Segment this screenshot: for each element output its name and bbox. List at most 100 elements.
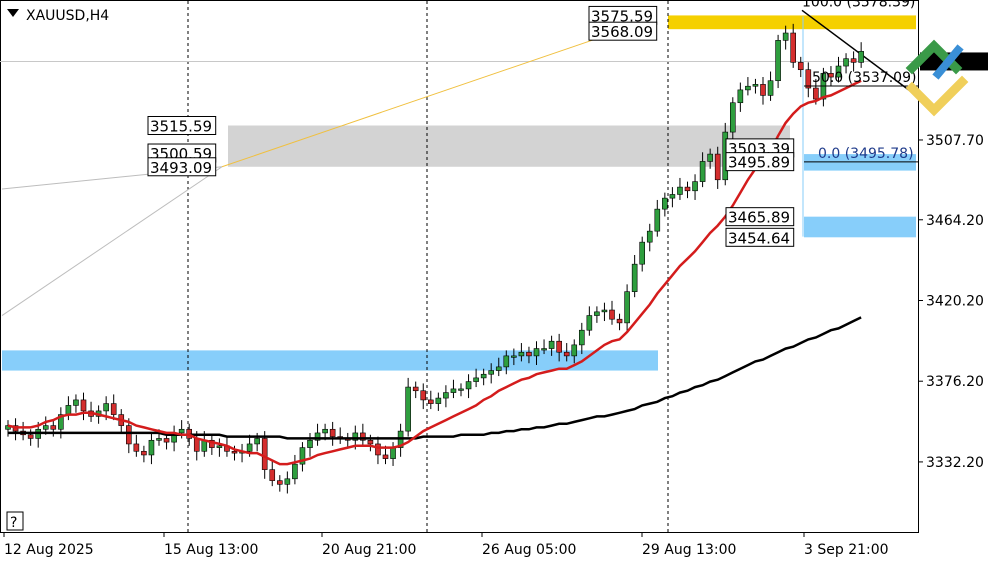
candle-body [835,65,842,78]
candle-body [624,291,630,324]
candle-body [631,263,638,292]
candle [714,146,721,189]
candle [631,254,638,298]
candle [20,421,26,441]
candle [646,223,653,252]
collapse-triangle-icon[interactable] [7,9,19,17]
candle-body [276,480,283,485]
candle [427,390,434,410]
candle [276,475,283,492]
candle-body [790,32,797,63]
candle-body [586,315,593,331]
level-box [588,21,658,41]
level-label: 3495.89 [728,154,790,172]
zone-gray [228,125,790,167]
candle [450,379,457,399]
trend-line-yellow [221,23,641,168]
candle-body [193,438,200,452]
candle-body [797,62,804,71]
candle [692,174,698,200]
candle-body [563,351,570,357]
candle-body [141,450,147,456]
candle-body [254,438,260,445]
candle-body [684,186,691,192]
candle [239,443,245,463]
candle-body [609,309,615,320]
candle-body [707,153,713,162]
level-box [725,227,795,247]
candle [729,97,736,140]
help-icon: ? [10,515,17,531]
candle [639,236,646,272]
candle-body [594,311,600,316]
x-tick-label: 20 Aug 21:00 [322,542,416,558]
candle-body [50,425,57,430]
candle [344,432,351,448]
candle [594,306,600,323]
candle [133,434,140,457]
candle [405,377,411,437]
candle [12,418,19,441]
candle [850,51,857,72]
candle-body [269,469,276,481]
candle-body [699,161,706,182]
candle [858,42,864,68]
candle-body [246,443,253,452]
candle-body [578,329,585,346]
candle-body [495,366,502,371]
candle-body [533,348,540,357]
candle-body [443,392,449,399]
candle [292,454,298,485]
brand-logo [905,39,969,117]
y-tick-label: 3507.70 [926,133,984,149]
candle [390,442,396,466]
candle-body [571,344,578,357]
candle-body [488,370,495,375]
level-box [147,115,217,135]
candle-body [639,241,646,265]
level-box [725,152,795,172]
candle-body [480,373,487,379]
candle [412,381,419,399]
candle-body [58,414,64,430]
candle-body [42,425,49,430]
candle [511,348,517,366]
trend-line-gray-2 [1,166,223,316]
candle-body [103,403,109,412]
candle [488,363,495,384]
candle [480,368,487,386]
candle-body [669,194,676,199]
candle [775,34,781,89]
candle [548,335,555,356]
zone-blue-right [804,216,916,238]
candle [397,423,404,457]
help-button[interactable] [6,511,24,531]
candle [314,423,321,446]
zone-yellow [668,15,916,30]
moving-average-slow [8,316,862,440]
logo-bar-blue [932,44,964,80]
candle-body [775,40,781,82]
candle [767,71,774,101]
y-tick-label: 3464.20 [926,213,984,229]
candle-body [73,399,79,406]
candle [699,152,706,188]
candle [261,431,268,479]
candle [126,418,132,454]
candle [533,341,540,366]
candle-body [692,181,698,192]
candle-body [216,445,223,448]
candle [541,339,547,355]
candle [654,199,661,237]
candle-body [314,432,321,441]
candle [737,82,744,112]
candle-body [390,447,396,459]
candle-body [556,340,562,353]
candle [284,471,291,494]
candle-body [299,447,306,465]
candle-body [752,84,759,87]
candle-body [450,388,457,393]
candle-body [850,58,857,63]
candle-body [737,89,744,104]
